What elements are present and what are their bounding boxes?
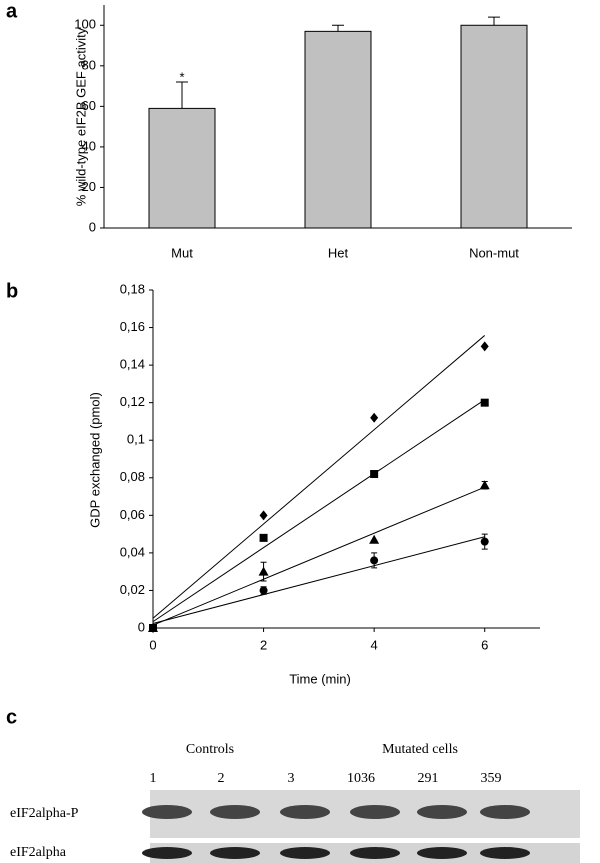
y-axis-label: GDP exchanged (pmol) [87, 392, 102, 528]
blot-band [350, 847, 400, 859]
point [259, 533, 268, 542]
lane-label: 1036 [347, 771, 375, 786]
error-bar [332, 24, 344, 32]
blot-band [210, 847, 260, 859]
y-tick-label: 0,18 [120, 281, 145, 296]
y-tick-label: 100 [74, 17, 96, 32]
blot-band [210, 805, 260, 819]
y-tick-label: 80 [82, 57, 96, 72]
trend-line [152, 486, 485, 626]
blot-band [417, 805, 467, 819]
group-label: Mutated cells [382, 742, 458, 757]
row-label: eIF2alpha-P [10, 806, 79, 821]
point [480, 341, 489, 352]
y-tick-label: 0 [89, 219, 96, 234]
point [149, 624, 157, 632]
x-tick-label: 0 [149, 637, 156, 652]
point [259, 586, 268, 595]
panel-label: a [6, 0, 18, 22]
annotation: * [179, 69, 184, 84]
blot-band [417, 847, 467, 859]
x-tick-label: Het [328, 245, 349, 260]
y-tick-label: 0,12 [120, 394, 145, 409]
blot-band [480, 805, 530, 819]
y-axis-label: % wild-type eIF2B GEF activity [73, 27, 88, 206]
point [480, 398, 489, 407]
group-label: Controls [186, 742, 234, 757]
trend-line [152, 399, 485, 623]
x-tick-label: 6 [481, 637, 488, 652]
y-tick-label: 40 [82, 138, 96, 153]
lane-label: 1 [150, 771, 157, 786]
error-bar [488, 16, 500, 26]
blot-band [142, 805, 192, 819]
error-bar [176, 81, 188, 109]
bar [148, 107, 216, 229]
x-tick-label: Mut [171, 245, 193, 260]
point [259, 510, 268, 521]
y-tick-label: 20 [82, 179, 96, 194]
y-tick-label: 0,06 [120, 507, 145, 522]
point [370, 556, 379, 565]
y-tick-label: 0,1 [127, 432, 145, 447]
lane-label: 291 [418, 771, 439, 786]
x-tick-label: Non-mut [469, 245, 519, 260]
x-tick-label: 4 [371, 637, 378, 652]
lane-label: 3 [288, 771, 295, 786]
y-tick-label: 0,02 [120, 582, 145, 597]
y-tick-label: 0 [138, 619, 145, 634]
panel-label: b [6, 280, 18, 302]
row-label: eIF2alpha [10, 845, 67, 860]
blot-band [280, 805, 330, 819]
lane-label: 359 [481, 771, 502, 786]
point [369, 534, 380, 544]
point [480, 537, 489, 546]
point [258, 566, 269, 576]
blot-band [142, 847, 192, 859]
lane-label: 2 [218, 771, 225, 786]
blot-band [480, 847, 530, 859]
bar [460, 24, 528, 229]
point [479, 480, 490, 490]
y-tick-label: 0,04 [120, 544, 145, 559]
blot-band [280, 847, 330, 859]
y-tick-label: 0,08 [120, 469, 145, 484]
trend-line [152, 536, 485, 624]
y-tick-label: 0,16 [120, 319, 145, 334]
x-axis-label: Time (min) [289, 671, 351, 686]
blot-band [350, 805, 400, 819]
trend-line [152, 335, 486, 619]
panel-label: c [6, 706, 17, 728]
y-tick-label: 60 [82, 98, 96, 113]
y-tick-label: 0,14 [120, 357, 145, 372]
point [370, 470, 379, 479]
bar [304, 30, 372, 229]
point [370, 412, 379, 423]
x-tick-label: 2 [260, 637, 267, 652]
